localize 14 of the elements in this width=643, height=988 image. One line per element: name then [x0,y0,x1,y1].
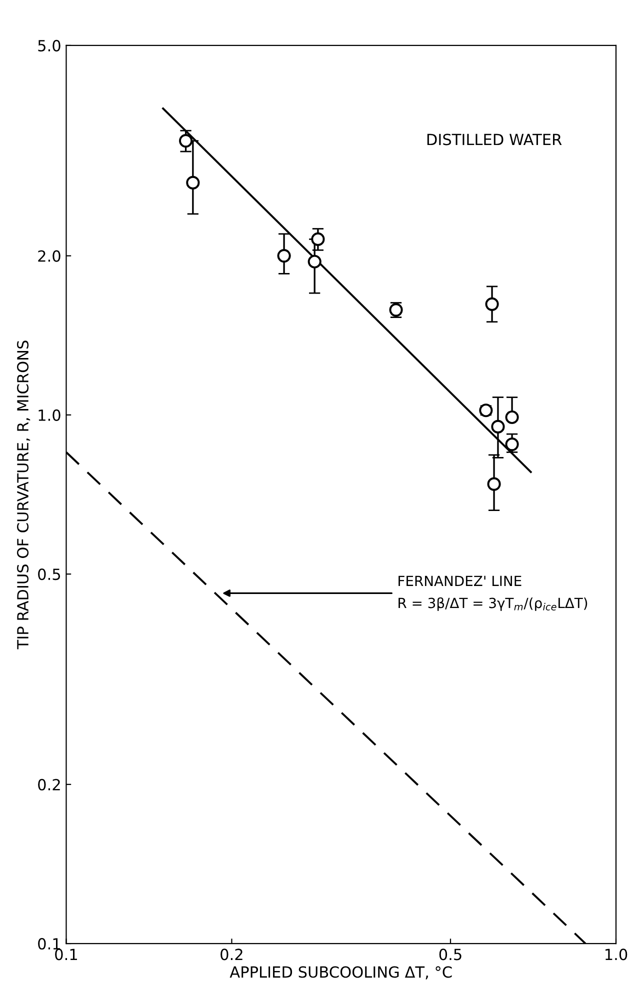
y-tick-label: 0.5 [38,568,60,580]
x-tick-label: 0.1 [55,948,77,960]
y-tick-label: 1.0 [38,409,60,421]
y-tick-label: 0.1 [38,938,60,950]
y-axis-title: TIP RADIUS OF CURVATURE, R, MICRONS [17,340,30,650]
text: DISTILLED WATER [427,134,562,146]
x-tick-label: 1.0 [606,948,628,960]
x-axis-title: APPLIED SUBCOOLING ΔT, °C [230,966,452,980]
y-tick-label: 5.0 [38,40,60,52]
x-tick-label: 0.2 [220,948,242,960]
y-tick-label: 0.2 [38,778,60,790]
y-tick-label: 2.0 [38,250,60,262]
annotation: FERNANDEZ' LINE R = 3β/ΔT = 3γT$_{m}$/(ρ$_{ice}$LΔT) [398,576,588,611]
x-tick-label: 0.5 [439,948,462,960]
